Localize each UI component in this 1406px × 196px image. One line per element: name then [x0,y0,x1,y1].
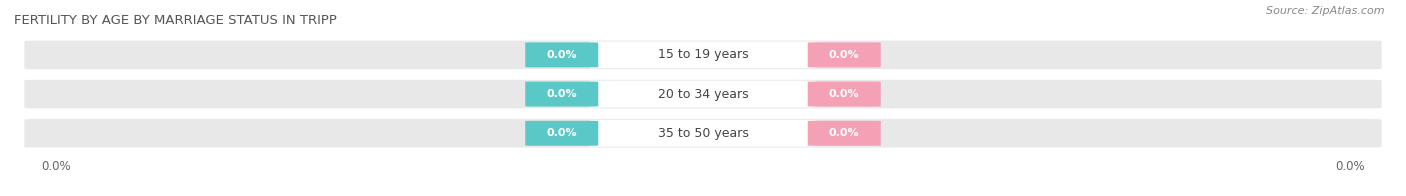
FancyBboxPatch shape [807,121,880,146]
FancyBboxPatch shape [24,119,1382,148]
Text: 0.0%: 0.0% [547,128,576,138]
Text: 0.0%: 0.0% [830,89,859,99]
Text: 0.0%: 0.0% [42,160,72,173]
FancyBboxPatch shape [24,41,1382,69]
FancyBboxPatch shape [807,42,880,67]
FancyBboxPatch shape [24,80,1382,108]
Text: 0.0%: 0.0% [547,89,576,99]
Text: 0.0%: 0.0% [1334,160,1364,173]
Text: 15 to 19 years: 15 to 19 years [658,48,748,61]
FancyBboxPatch shape [807,82,880,107]
Text: 20 to 34 years: 20 to 34 years [658,88,748,101]
FancyBboxPatch shape [526,82,599,107]
FancyBboxPatch shape [526,42,599,67]
Text: 0.0%: 0.0% [830,50,859,60]
FancyBboxPatch shape [589,120,817,147]
FancyBboxPatch shape [526,121,599,146]
Text: 0.0%: 0.0% [547,50,576,60]
FancyBboxPatch shape [589,42,817,68]
FancyBboxPatch shape [589,81,817,107]
Text: Source: ZipAtlas.com: Source: ZipAtlas.com [1267,6,1385,16]
Text: 0.0%: 0.0% [830,128,859,138]
Text: FERTILITY BY AGE BY MARRIAGE STATUS IN TRIPP: FERTILITY BY AGE BY MARRIAGE STATUS IN T… [14,14,337,27]
Text: 35 to 50 years: 35 to 50 years [658,127,748,140]
